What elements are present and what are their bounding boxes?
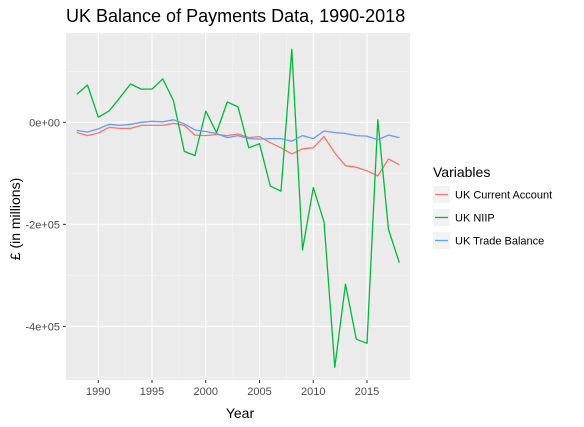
plot-panel xyxy=(66,33,410,380)
legend: Variables UK Current Account UK NIIP UK Tr… xyxy=(433,164,552,249)
x-tick-label: 2005 xyxy=(247,386,271,398)
grid xyxy=(66,33,410,380)
legend-title: Variables xyxy=(433,164,490,180)
y-tick-label: -4e+05 xyxy=(25,321,60,333)
x-tick-label: 1990 xyxy=(86,386,110,398)
series-line-uk-current-account xyxy=(76,122,400,177)
x-tick-label: 2010 xyxy=(301,386,325,398)
x-tick-label: 2000 xyxy=(194,386,218,398)
y-tick-label: -2e+05 xyxy=(25,219,60,231)
legend-label-uk-trade-balance: UK Trade Balance xyxy=(455,236,544,248)
axis-ticks: 1990 1995 2000 2005 2010 2015 0e+00 -2e+05 -4e+0… xyxy=(25,117,379,398)
series-line-uk-niip xyxy=(76,48,400,368)
y-tick-label: 0e+00 xyxy=(29,117,60,129)
x-tick-label: 1995 xyxy=(140,386,164,398)
legend-label-uk-niip: UK NIIP xyxy=(455,213,495,225)
series-lines xyxy=(76,48,400,368)
x-tick-label: 2015 xyxy=(355,386,379,398)
chart-title: UK Balance of Payments Data, 1990-2018 xyxy=(66,6,405,26)
y-axis-title: £ (in millions) xyxy=(7,178,23,260)
legend-label-uk-current-account: UK Current Account xyxy=(455,190,552,202)
x-axis-title: Year xyxy=(226,405,255,421)
series-line-uk-trade-balance xyxy=(76,119,400,142)
